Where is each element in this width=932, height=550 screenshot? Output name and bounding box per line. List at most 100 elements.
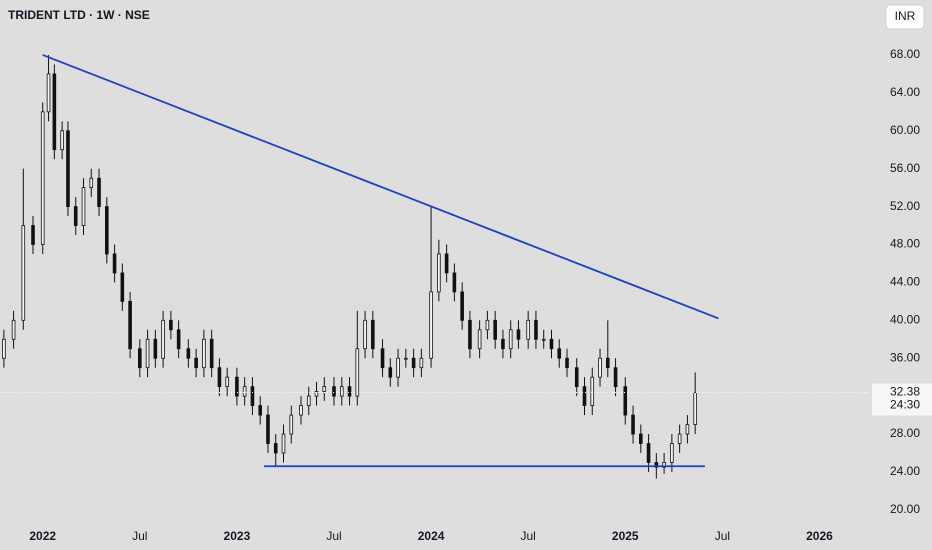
x-tick-label: 2023 — [224, 529, 251, 543]
x-tick-label: Jul — [715, 529, 730, 543]
candle-body — [242, 386, 247, 397]
candle-body — [235, 376, 239, 397]
x-tick-label: 2026 — [806, 529, 833, 543]
candle-body — [66, 130, 70, 207]
candle-body — [477, 329, 482, 350]
y-tick-label: 36.00 — [890, 350, 920, 364]
candle-body — [161, 319, 165, 359]
candle-body — [670, 443, 674, 463]
candle-body — [468, 319, 472, 350]
candle-body — [314, 390, 319, 397]
candle-body — [411, 357, 416, 369]
candle-body — [605, 357, 610, 369]
x-tick-label: Jul — [521, 529, 536, 543]
candle-body — [258, 405, 263, 416]
countdown: 24:30 — [890, 398, 920, 412]
currency-label[interactable]: INR — [895, 9, 916, 23]
candle-body — [322, 386, 327, 392]
candle-body — [250, 386, 255, 406]
currency-button[interactable] — [885, 4, 925, 30]
candle-body — [662, 462, 666, 468]
y-tick-label: 20.00 — [890, 502, 920, 516]
candle-body — [419, 357, 424, 369]
candle-body — [501, 338, 505, 350]
candle-body — [81, 187, 86, 226]
y-tick-label: 24.00 — [890, 464, 920, 478]
candle-body — [176, 329, 181, 350]
candle-body — [128, 300, 132, 350]
candle-body — [21, 225, 26, 321]
candle-body — [646, 443, 651, 463]
candle-body — [52, 73, 57, 151]
candle-body — [138, 348, 142, 369]
candle-body — [388, 367, 393, 378]
candle-body — [590, 376, 595, 406]
candle-body — [452, 272, 457, 293]
candle-body — [169, 319, 173, 331]
candle-body — [120, 272, 125, 302]
candle-body — [46, 73, 51, 113]
candle-body — [31, 225, 35, 245]
candle-body — [541, 338, 546, 341]
y-tick-label: 68.00 — [890, 47, 920, 61]
candle-body — [145, 338, 150, 369]
candle-body — [631, 414, 635, 435]
candle-body — [685, 424, 690, 435]
candle-body — [363, 319, 367, 350]
x-tick-label: 2024 — [418, 529, 445, 543]
candle-body — [105, 206, 109, 255]
y-tick-label: 64.00 — [890, 85, 920, 99]
candle-body — [194, 357, 198, 369]
y-tick-label: 60.00 — [890, 123, 920, 137]
y-tick-label: 44.00 — [890, 275, 920, 289]
x-tick-label: Jul — [132, 529, 147, 543]
x-tick-label: 2022 — [29, 529, 56, 543]
candle-body — [355, 348, 360, 397]
candle-body — [60, 130, 64, 151]
candle-body — [404, 357, 408, 360]
y-tick-label: 40.00 — [890, 312, 920, 326]
trendline — [42, 54, 719, 320]
candle-body — [97, 177, 101, 207]
candle-body — [112, 253, 117, 274]
y-tick-label: 28.00 — [890, 426, 920, 440]
candle-body — [73, 206, 78, 226]
candle-body — [582, 386, 587, 406]
candle-body — [493, 319, 497, 340]
candle-body — [209, 338, 214, 369]
y-tick-label: 48.00 — [890, 237, 920, 251]
candle-body — [153, 338, 158, 359]
candle-body — [429, 291, 433, 359]
candle-body — [299, 405, 303, 416]
y-tick-label: 52.00 — [890, 199, 920, 213]
candle-body — [557, 348, 562, 359]
candle-body — [613, 367, 618, 388]
last-price-badge — [872, 383, 932, 416]
chart-title: TRIDENT LTD · 1W · NSE — [8, 8, 150, 22]
candle-body — [534, 319, 538, 340]
candle-body — [306, 395, 311, 406]
candle-body — [526, 319, 530, 340]
candle-body — [11, 319, 16, 340]
candle-body — [677, 433, 682, 444]
candle-body — [437, 253, 441, 293]
y-tick-label: 56.00 — [890, 161, 920, 175]
candle-body — [639, 433, 643, 444]
candle-body — [574, 367, 579, 388]
candle-body — [396, 357, 400, 378]
candle-body — [2, 338, 6, 359]
candle-body — [339, 386, 344, 397]
candle-body — [549, 338, 554, 350]
candle-body — [654, 462, 659, 468]
candle-body — [508, 329, 513, 350]
candle-body — [225, 376, 229, 388]
candle-body — [623, 386, 628, 416]
candle-body — [460, 291, 464, 321]
candle-body — [444, 253, 449, 274]
candle-body — [598, 357, 602, 378]
candle-body — [347, 386, 352, 397]
candle-body — [693, 392, 697, 425]
candle-body — [380, 348, 385, 369]
